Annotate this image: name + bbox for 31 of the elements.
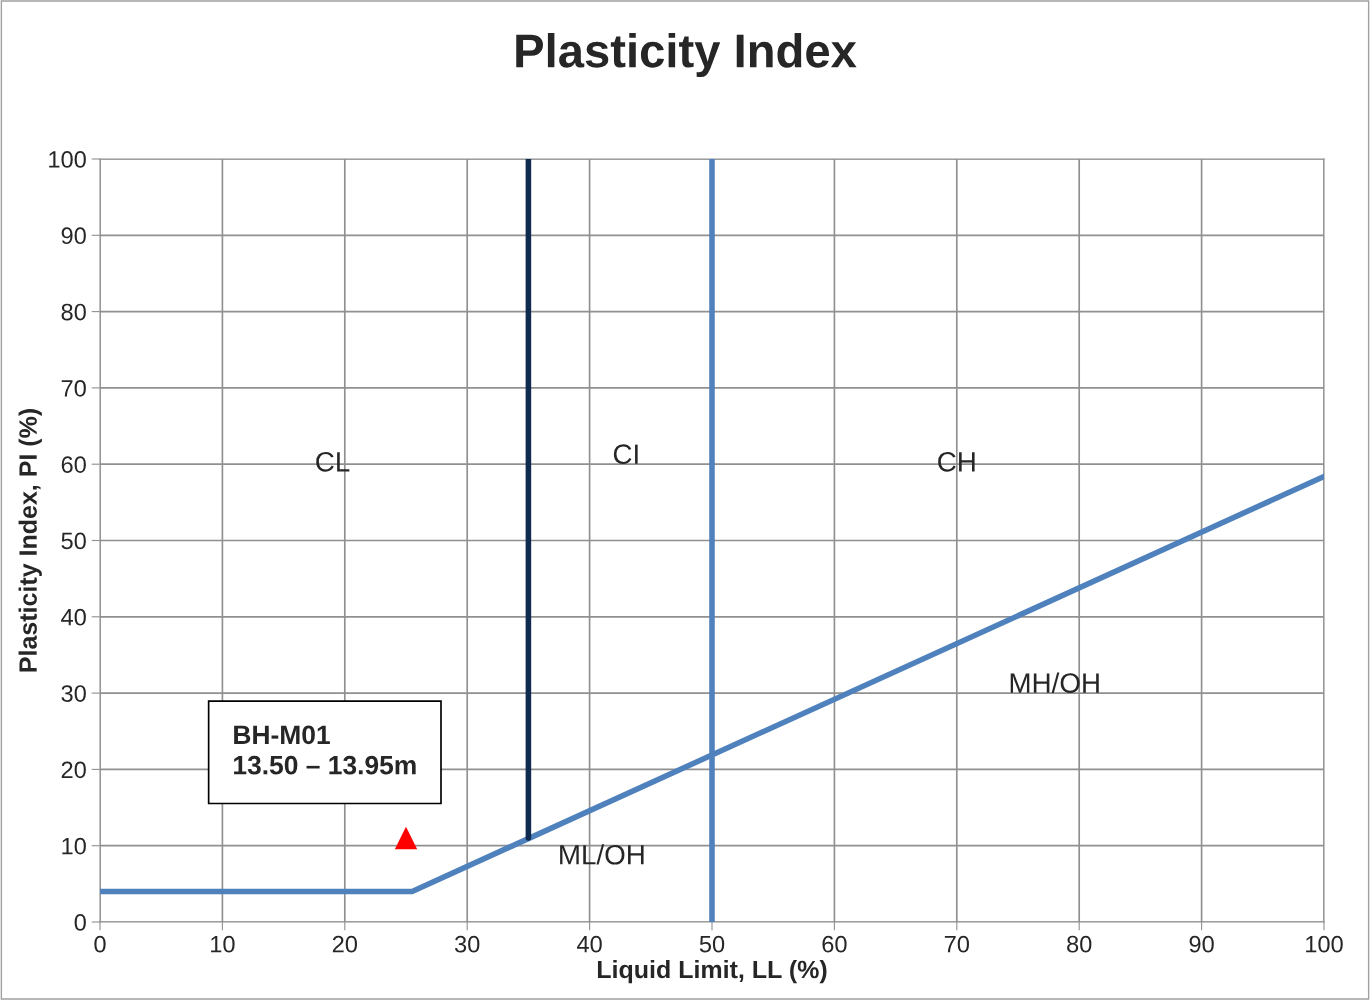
x-tick-label: 90	[1189, 935, 1214, 953]
annotation: MH/OH	[1010, 672, 1099, 693]
annotation: CI	[613, 444, 638, 465]
x-tick-label: 20	[332, 935, 358, 953]
x-tick-label: 40	[577, 935, 602, 953]
annotation: BH-M01 13.50 – 13.95m	[234, 725, 416, 775]
y-tick-label: 40	[61, 608, 86, 626]
y-tick-label: 80	[61, 303, 86, 321]
y-axis-title: Plasticity Index, PI (%)	[18, 409, 42, 672]
annotation: ML/OH	[560, 844, 644, 865]
x-tick-label: 10	[211, 935, 235, 953]
y-tick-label: 90	[61, 227, 86, 245]
y-tick-label: 30	[61, 685, 86, 702]
y-tick-label: 60	[61, 456, 86, 473]
y-tick-label: 70	[61, 379, 86, 397]
annotation: CH	[938, 451, 975, 472]
x-axis-title: Liquid Limit, LL (%)	[597, 959, 827, 984]
y-tick-label: 50	[61, 532, 86, 550]
x-tick-label: 0	[94, 935, 106, 953]
y-tick-label: 20	[61, 761, 86, 779]
x-tick-label: 30	[454, 935, 480, 953]
y-tick-label: 0	[74, 914, 86, 931]
x-tick-label: 100	[1306, 935, 1343, 953]
x-tick-label: 70	[944, 935, 970, 953]
x-tick-label: 80	[1067, 935, 1092, 953]
x-tick-label: 60	[822, 935, 847, 953]
y-tick-label: 10	[62, 837, 86, 855]
annotation: CL	[316, 451, 350, 472]
x-tick-label: 50	[699, 935, 725, 953]
chart-title: Plasticity Index	[516, 32, 857, 78]
y-tick-label: 100	[49, 151, 86, 168]
